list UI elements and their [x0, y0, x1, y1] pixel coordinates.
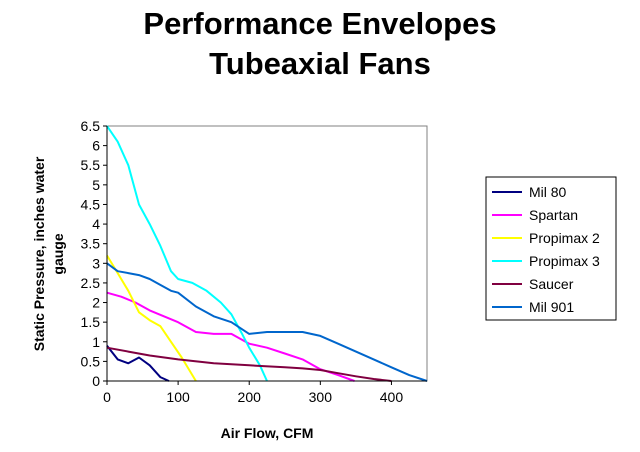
- series-line-propimax-3: [106, 125, 268, 382]
- legend-label-spartan: Spartan: [529, 207, 578, 223]
- y-tick-label: 1.5: [81, 314, 101, 330]
- y-tick-label: 5.5: [81, 157, 101, 173]
- y-tick-label: 4.5: [81, 196, 101, 212]
- y-axis-label-line-2: gauge: [50, 233, 66, 274]
- x-tick-label: 400: [380, 389, 404, 405]
- legend-label-mil-901: Mil 901: [529, 299, 574, 315]
- legend-label-propimax-3: Propimax 3: [529, 253, 600, 269]
- axis-layer: 0 0.5 1 1.5 2 2.5 3 3.5 4 4.5 5 5.5 6 6.5 0 100 200 300 40…: [81, 118, 427, 405]
- legend: [485, 176, 617, 321]
- x-tick-label: 100: [166, 389, 190, 405]
- legend-label-propimax-2: Propimax 2: [529, 230, 600, 246]
- series-line-spartan: [106, 291, 355, 382]
- y-axis-label-line-1: Static Pressure, inches water: [31, 156, 47, 351]
- legend-entries: Mil 80 Spartan Propimax 2 Propimax 3 Saucer M…: [492, 184, 600, 315]
- y-tick-label: 6.5: [81, 118, 101, 134]
- y-tick-label: 5: [92, 177, 100, 193]
- plot-area: [106, 125, 428, 382]
- x-tick-label: 200: [238, 389, 262, 405]
- y-tick-label: 6: [92, 138, 100, 154]
- series-layer: [106, 125, 428, 382]
- chart-title-line-1: Performance Envelopes: [143, 6, 497, 41]
- series-line-propimax-2: [106, 254, 197, 382]
- series-line-mil-80: [106, 345, 170, 382]
- legend-label-mil-80: Mil 80: [529, 184, 567, 200]
- y-tick-label: 4: [92, 216, 100, 232]
- legend-label-saucer: Saucer: [529, 276, 574, 292]
- series-line-saucer: [106, 346, 392, 382]
- y-tick-label: 0: [92, 373, 100, 389]
- series-line-mil-901: [106, 262, 428, 382]
- y-tick-label: 2: [92, 295, 100, 311]
- x-tick-label: 300: [309, 389, 333, 405]
- y-tick-label: 1: [92, 334, 100, 350]
- x-tick-label: 0: [103, 389, 111, 405]
- chart-title-line-2: Tubeaxial Fans: [209, 46, 431, 81]
- y-tick-label: 3.5: [81, 236, 101, 252]
- y-tick-label: 2.5: [81, 275, 101, 291]
- x-axis-label: Air Flow, CFM: [221, 425, 314, 441]
- y-tick-label: 3: [92, 255, 100, 271]
- y-tick-label: 0.5: [81, 353, 101, 369]
